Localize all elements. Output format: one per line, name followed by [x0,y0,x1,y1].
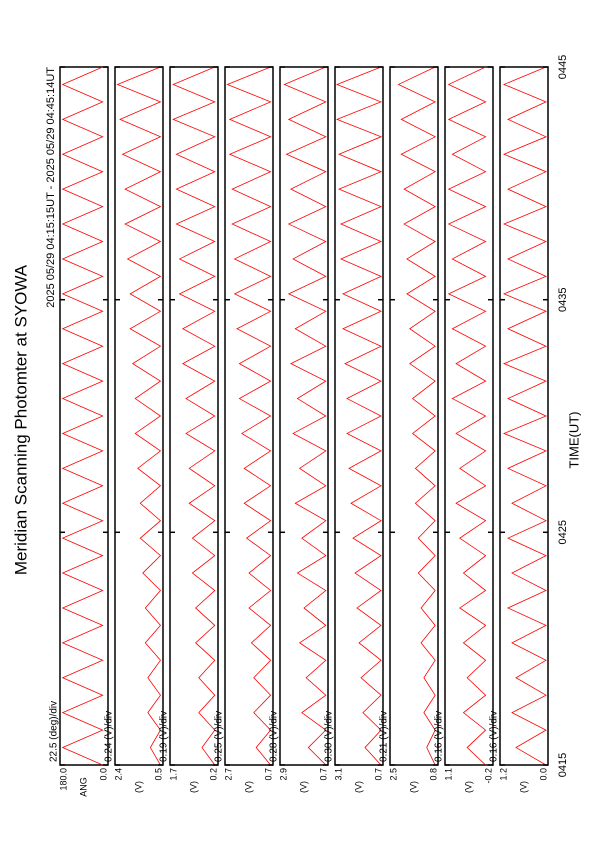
y-tick-label: 1.2 [498,768,508,781]
x-tick-label: 0435 [557,287,569,311]
trace [447,66,487,766]
x-tick-label: 0415 [557,753,569,777]
panel-frame [279,66,329,766]
y-unit: (V) [188,781,198,793]
trace [172,66,216,766]
trace [335,66,383,766]
scale-label: 0.30 (V)/div [324,711,335,762]
trace [61,66,104,766]
landscape-chart: Meridian Scanning Photomter at SYOWA 202… [11,55,581,797]
y-tick-label: 0.2 [208,768,218,781]
panel-frame [224,66,274,766]
y-unit: (V) [243,781,253,793]
y-tick-label: 1.7 [168,768,178,781]
y-tick-label: 2.9 [278,768,288,781]
scale-label: 0.16 (V)/div [489,711,500,762]
scale-label: 22.5 (deg)/div [49,701,60,762]
y-tick-label: 3.1 [333,768,343,781]
trace [116,66,162,766]
panel-frame [499,66,549,766]
y-tick-label: 2.7 [223,768,233,781]
scale-label: 0.25 (V)/div [214,711,225,762]
y-unit: (V) [298,781,308,793]
y-tick-label: 0.7 [318,768,328,781]
y-unit: (V) [408,781,418,793]
trace [226,66,272,766]
panel-frame [334,66,384,766]
panel-frame [444,66,494,766]
scale-label: 0.28 (V)/div [269,711,280,762]
y-tick-label: 0.0 [98,768,108,781]
y-tick-label: 1.1 [443,768,453,781]
y-tick-label: 2.5 [388,768,398,781]
trace [397,66,437,766]
y-unit: (V) [463,781,473,793]
y-tick-label: 0.8 [428,768,438,781]
y-tick-label: -0.2 [483,768,493,784]
panel-frame [114,66,164,766]
chart-subtitle: 2025 05/29 04:15:15UT - 2025 05/29 04:45… [45,67,57,308]
y-tick-label: 0.7 [373,768,383,781]
x-tick-label: 0425 [557,520,569,544]
y-unit: (V) [518,781,528,793]
y-unit: ANG [78,777,88,797]
panel-frame [169,66,219,766]
panel-frame [389,66,439,766]
y-unit: (V) [133,781,143,793]
scale-label: 0.16 (V)/div [434,711,445,762]
trace [502,66,547,766]
y-tick-label: 0.7 [263,768,273,781]
x-tick-label: 0445 [557,55,569,79]
y-tick-label: 2.4 [113,768,123,781]
y-tick-label: 0.0 [538,768,548,781]
chart-title: Meridian Scanning Photomter at SYOWA [11,264,30,575]
y-tick-label: 180.0 [58,768,68,791]
y-unit: (V) [353,781,363,793]
scale-label: 0.19 (V)/div [159,711,170,762]
panel-frame [59,66,109,766]
scale-label: 0.21 (V)/div [379,711,390,762]
scale-label: 0.24 (V)/div [104,711,115,762]
trace [283,66,327,766]
y-tick-label: 0.5 [153,768,163,781]
x-axis-label: TIME(UT) [566,411,581,468]
